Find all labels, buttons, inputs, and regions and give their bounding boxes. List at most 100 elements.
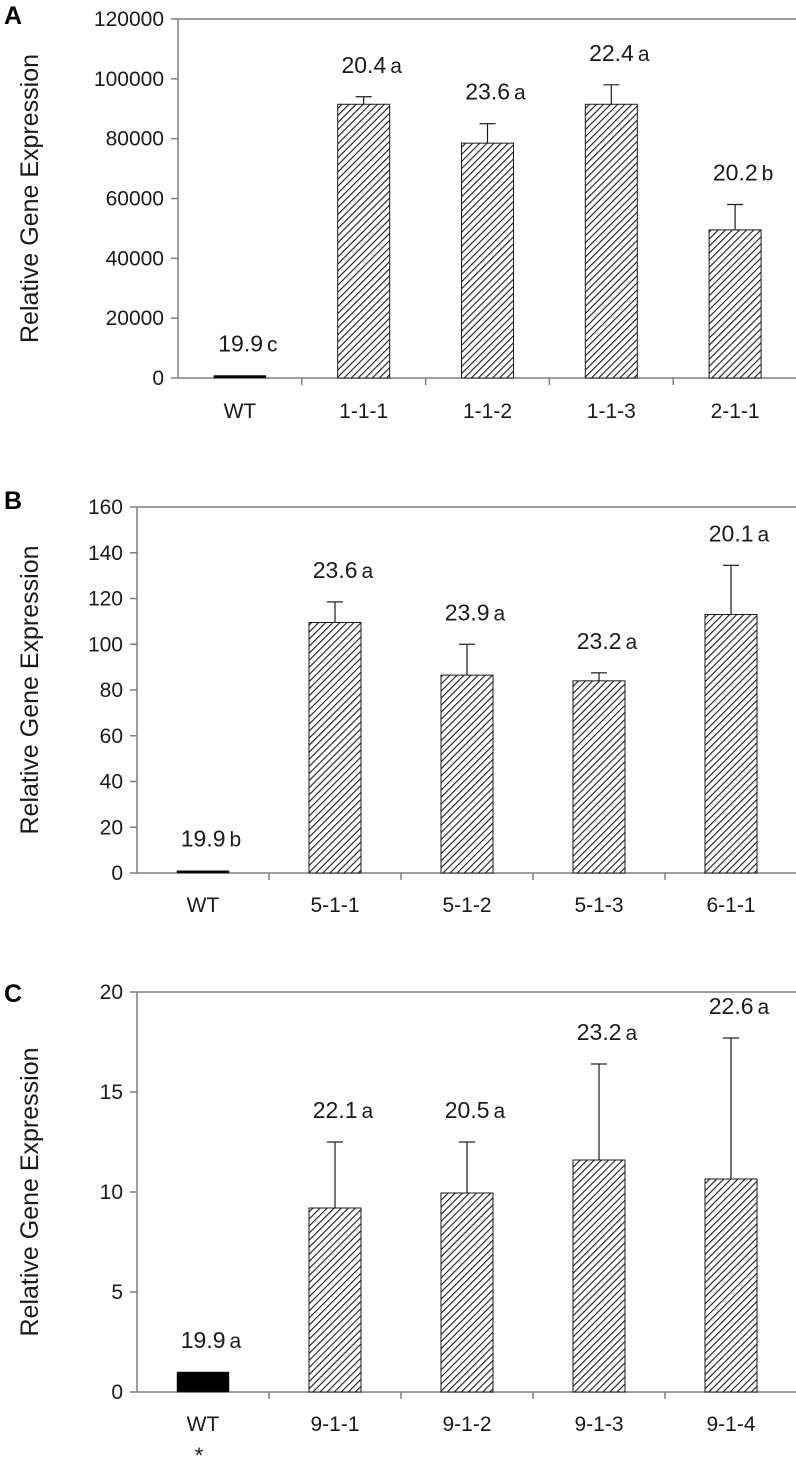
bar [704,1178,758,1393]
bar [176,1371,230,1393]
bar [440,674,494,874]
data-label-value: 19.9 [218,331,263,357]
y-tick-label: 60 [100,725,123,748]
data-label: 23.6 a [313,557,374,583]
x-tick-label: 9-1-2 [442,1413,491,1436]
data-label: 22.1 a [313,1097,374,1123]
y-tick-label: 0 [111,862,123,885]
y-tick-label: 80 [100,679,123,702]
bar [584,103,638,379]
x-tick-label: 6-1-1 [706,894,755,917]
bar [308,1207,362,1393]
x-tick-label: 9-1-3 [574,1413,623,1436]
y-tick-label: 120 [88,588,123,611]
bar [213,375,267,379]
data-label: 22.4 a [589,40,650,66]
data-label: 22.6 a [709,993,770,1019]
x-tick-label: 5-1-2 [442,894,491,917]
x-tick-label: 1-1-2 [463,400,512,423]
data-label-letter: b [762,162,774,185]
data-label-value: 19.9 [181,826,226,852]
data-label-letter: c [267,334,278,357]
y-tick-label: 0 [111,1381,123,1404]
y-tick-label: 120000 [94,8,164,31]
data-label-letter: a [514,82,526,105]
y-tick-label: 60000 [106,188,164,211]
x-tick-label: 5-1-1 [310,894,359,917]
x-tick-label: 9-1-4 [706,1413,755,1436]
bar [176,870,230,874]
data-label: 23.6 a [465,79,526,105]
bar [708,229,762,379]
data-label: 19.9 a [181,1327,242,1353]
panel-letter: A [4,2,22,30]
data-label-letter: a [626,1022,638,1045]
data-label-value: 22.1 [313,1097,358,1123]
data-label-value: 20.2 [713,159,758,185]
y-axis-label: Relative Gene Expression [16,1047,44,1336]
data-label-value: 23.2 [577,1019,622,1045]
x-tick-label: WT [187,894,220,917]
bar [572,1159,626,1393]
data-label: 20.2 b [713,159,773,185]
x-tick-label: WT [187,1413,220,1436]
data-label: 23.9 a [445,599,506,625]
data-label: 19.9 b [181,826,241,852]
panel-letter: C [4,980,22,1008]
x-tick-label: 5-1-3 [574,894,623,917]
data-label-value: 23.9 [445,599,490,625]
x-tick-label: 1-1-1 [339,400,388,423]
panel-letter: B [4,487,22,515]
data-label-letter: a [362,1100,374,1123]
y-tick-label: 15 [100,1081,123,1104]
y-tick-label: 140 [88,542,123,565]
data-label-letter: a [230,1330,242,1353]
data-label-letter: a [390,55,402,78]
y-tick-label: 20 [100,981,123,1004]
data-label-value: 20.1 [709,520,754,546]
data-label-value: 23.6 [465,79,510,105]
data-label-letter: a [494,602,506,625]
data-label: 20.5 a [445,1097,506,1123]
bar [704,614,758,874]
y-tick-label: 10 [100,1181,123,1204]
data-label: 23.2 a [577,1019,638,1045]
data-label: 20.4 a [341,52,402,78]
data-label-value: 19.9 [181,1327,226,1353]
y-tick-label: 160 [88,496,123,519]
data-label-value: 23.6 [313,557,358,583]
x-tick-label: WT [224,400,257,423]
data-label-letter: a [494,1100,506,1123]
y-axis-label: Relative Gene Expression [16,54,44,343]
y-tick-label: 100000 [94,68,164,91]
data-label-letter: a [626,631,638,654]
data-label-value: 23.2 [577,628,622,654]
y-tick-label: 0 [152,367,164,390]
data-label: 20.1 a [709,520,770,546]
bar [572,680,626,874]
x-tick-label: 2-1-1 [711,400,760,423]
bar [440,1192,494,1393]
data-label-letter: a [362,560,374,583]
y-tick-label: 80000 [106,128,164,151]
x-tick-label: 1-1-3 [587,400,636,423]
y-tick-label: 40 [100,771,123,794]
bar [308,622,362,874]
y-tick-label: 20 [100,816,123,839]
data-label: 19.9 c [218,331,277,357]
data-label: 23.2 a [577,628,638,654]
data-label-letter: a [638,43,650,66]
data-label-letter: a [758,996,770,1019]
data-label-value: 20.4 [341,52,386,78]
data-label-value: 20.5 [445,1097,490,1123]
bar [337,103,391,379]
x-tick-label: 9-1-1 [310,1413,359,1436]
chart-panel-a: 0 20000 40000 60000 80000 100000 120000 Relativ… [4,2,796,423]
y-tick-label: 5 [111,1281,123,1304]
data-label-letter: a [758,523,770,546]
y-tick-label: 40000 [106,247,164,270]
chart-panel-b: 0 20 40 60 80 100 120 140 160 Relative Gene Expre… [4,487,796,917]
